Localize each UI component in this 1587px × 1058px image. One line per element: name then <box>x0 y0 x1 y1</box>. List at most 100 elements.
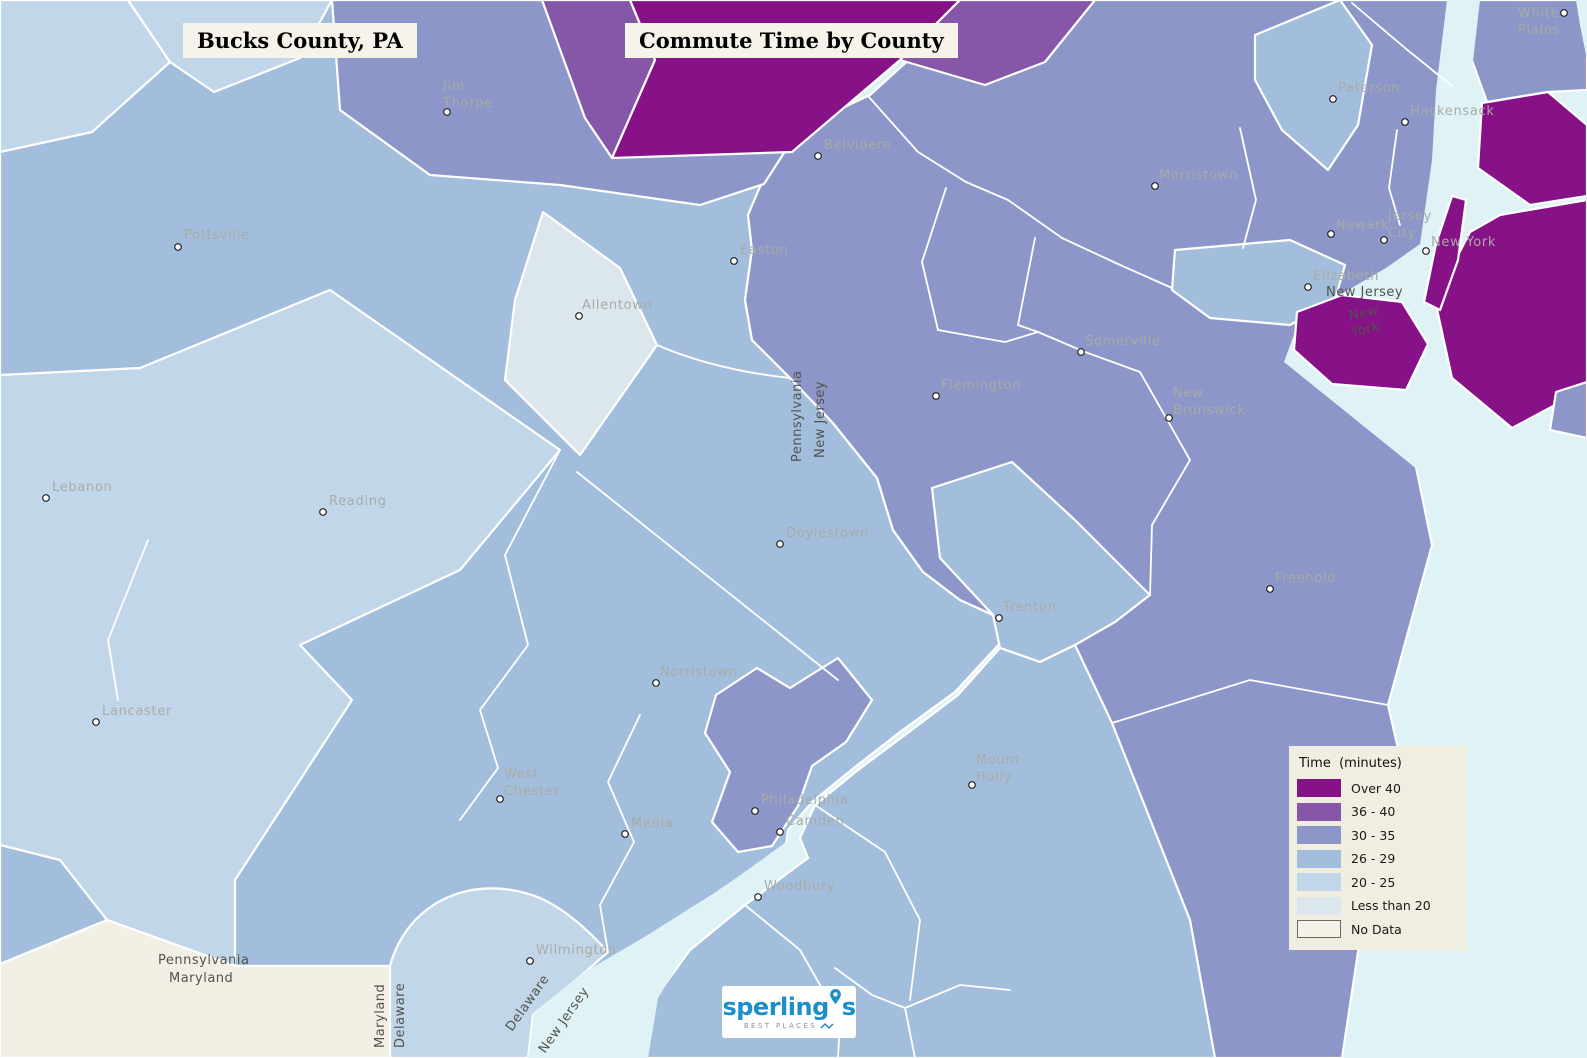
logo-brand-suffix: s <box>841 992 856 1021</box>
city-label-morristown: Morristown <box>1159 168 1238 183</box>
county-border-line-14 <box>1388 129 1401 226</box>
city-marker-new-brunswick <box>1165 414 1173 422</box>
county-border-line-19 <box>904 984 1011 1009</box>
state-label-new-jersey: New Jersey <box>1326 285 1403 300</box>
legend-item-no-data: No Data <box>1297 920 1459 938</box>
county-border-line-5 <box>867 95 1009 201</box>
county-border-line-1 <box>656 344 791 379</box>
state-label-pennsylvania: Pennsylvania <box>790 371 805 462</box>
region-berks-lancaster-lebanon <box>0 288 562 968</box>
city-label-easton: Easton <box>740 243 788 258</box>
city-marker-media <box>621 830 629 838</box>
city-marker-lebanon <box>42 494 50 502</box>
state-label-york: York <box>1349 319 1382 340</box>
region-maryland-no-data <box>0 918 392 1058</box>
city-label-flemington: Flemington <box>941 378 1021 393</box>
city-label-camden: Camden <box>786 814 844 829</box>
city-label-reading: Reading <box>329 494 387 509</box>
city-marker-belvidere <box>814 152 822 160</box>
city-label-doylestown: Doylestown <box>786 526 869 541</box>
city-label-white-plains: White Plains <box>1518 6 1560 38</box>
map-pin-icon <box>829 988 841 1004</box>
state-label-maryland: Maryland <box>373 984 388 1048</box>
legend-item-less-than-20: Less than 20 <box>1297 896 1459 915</box>
logo-tagline: BEST PLACES <box>744 1022 834 1030</box>
city-marker-pottsville <box>174 243 182 251</box>
city-marker-white-plains <box>1560 9 1568 17</box>
county-border-line-0 <box>576 471 839 681</box>
city-marker-norristown <box>652 679 660 687</box>
logo-tagline-text: BEST PLACES <box>743 1021 818 1030</box>
city-label-pottsville: Pottsville <box>184 228 250 243</box>
city-label-trenton: Trenton <box>1002 600 1057 615</box>
legend-swatch-36-40 <box>1297 802 1341 821</box>
state-label-new-jersey: New Jersey <box>813 381 828 458</box>
map-title-metric: Commute Time by County <box>625 23 958 58</box>
city-label-somerville: Somerville <box>1085 334 1161 349</box>
legend-item-20-25: 20 - 25 <box>1297 873 1459 891</box>
legend-swatch-less-than-20 <box>1297 896 1341 915</box>
city-label-philadelphia: Philadelphia <box>761 793 849 808</box>
map-title-county: Bucks County, PA <box>183 23 417 58</box>
county-border-line-11 <box>1139 371 1191 596</box>
county-border-line-10 <box>1037 331 1141 373</box>
city-label-media: Media <box>631 816 674 831</box>
city-label-wilmington: Wilmington <box>536 943 617 958</box>
county-border-line-16 <box>814 804 921 1001</box>
region-delaware-river-water <box>528 842 804 1058</box>
legend-swatch-over-40 <box>1297 779 1341 797</box>
region-sound-corner-water <box>1576 0 1587 60</box>
city-marker-mount-holly <box>968 781 976 789</box>
county-border-line-17 <box>744 904 841 1058</box>
county-border-line-3 <box>599 714 641 953</box>
city-marker-flemington <box>932 392 940 400</box>
city-label-mount-holly: Mount Holly <box>976 753 1020 785</box>
city-label-freehold: Freehold <box>1275 571 1336 586</box>
legend: Time (minutes) Over 40 36 - 40 30 - 35 2… <box>1289 746 1467 950</box>
city-marker-trenton <box>995 614 1003 622</box>
city-marker-morristown <box>1151 182 1159 190</box>
region-bronx <box>1476 90 1587 207</box>
city-marker-paterson <box>1329 95 1337 103</box>
state-label-pennsylvania: Pennsylvania <box>158 953 249 968</box>
city-label-jersey-city: Jersey City <box>1387 209 1432 241</box>
city-label-new-york: New York <box>1431 235 1496 250</box>
legend-item-30-35: 30 - 35 <box>1297 826 1459 844</box>
county-border-line-8 <box>937 329 1039 343</box>
region-queens-brooklyn <box>1433 198 1587 430</box>
county-border-line-18 <box>834 967 916 1058</box>
city-label-belvidere: Belvidere <box>824 138 891 153</box>
legend-title: Time (minutes) <box>1299 756 1402 771</box>
legend-swatch-26-29 <box>1297 849 1341 868</box>
sperlings-wordmark: sperling s <box>722 988 856 1021</box>
city-marker-lancaster <box>92 718 100 726</box>
city-marker-easton <box>730 257 738 265</box>
city-marker-newark <box>1327 230 1335 238</box>
city-marker-camden <box>776 828 784 836</box>
state-label-delaware: Delaware <box>393 983 408 1048</box>
sperlings-logo[interactable]: sperling s BEST PLACES <box>722 986 856 1038</box>
county-border-line-13 <box>1239 127 1257 249</box>
county-border-line-6 <box>1007 199 1173 289</box>
city-label-west-chester: West Chester <box>504 767 559 799</box>
region-lehigh-county <box>503 210 659 457</box>
city-marker-allentown <box>575 312 583 320</box>
region-staten-island <box>1292 293 1430 392</box>
city-marker-jersey-city <box>1380 236 1388 244</box>
city-label-norristown: Norristown <box>660 665 737 680</box>
county-border-line-4 <box>107 539 149 701</box>
region-manhattan <box>1422 194 1468 312</box>
region-nassau-edge <box>1548 380 1587 440</box>
legend-item-36-40: 36 - 40 <box>1297 802 1459 821</box>
city-label-allentown: Allentown <box>582 298 653 313</box>
county-border-line-9 <box>1017 237 1039 333</box>
city-marker-elizabeth <box>1304 283 1312 291</box>
city-marker-west-chester <box>496 795 504 803</box>
zigzag-icon <box>820 1022 834 1029</box>
legend-swatch-30-35 <box>1297 826 1341 844</box>
city-label-paterson: Paterson <box>1338 81 1400 96</box>
city-marker-jim-thorpe <box>443 108 451 116</box>
county-border-line-15 <box>1351 2 1453 87</box>
state-label-maryland: Maryland <box>169 971 233 986</box>
